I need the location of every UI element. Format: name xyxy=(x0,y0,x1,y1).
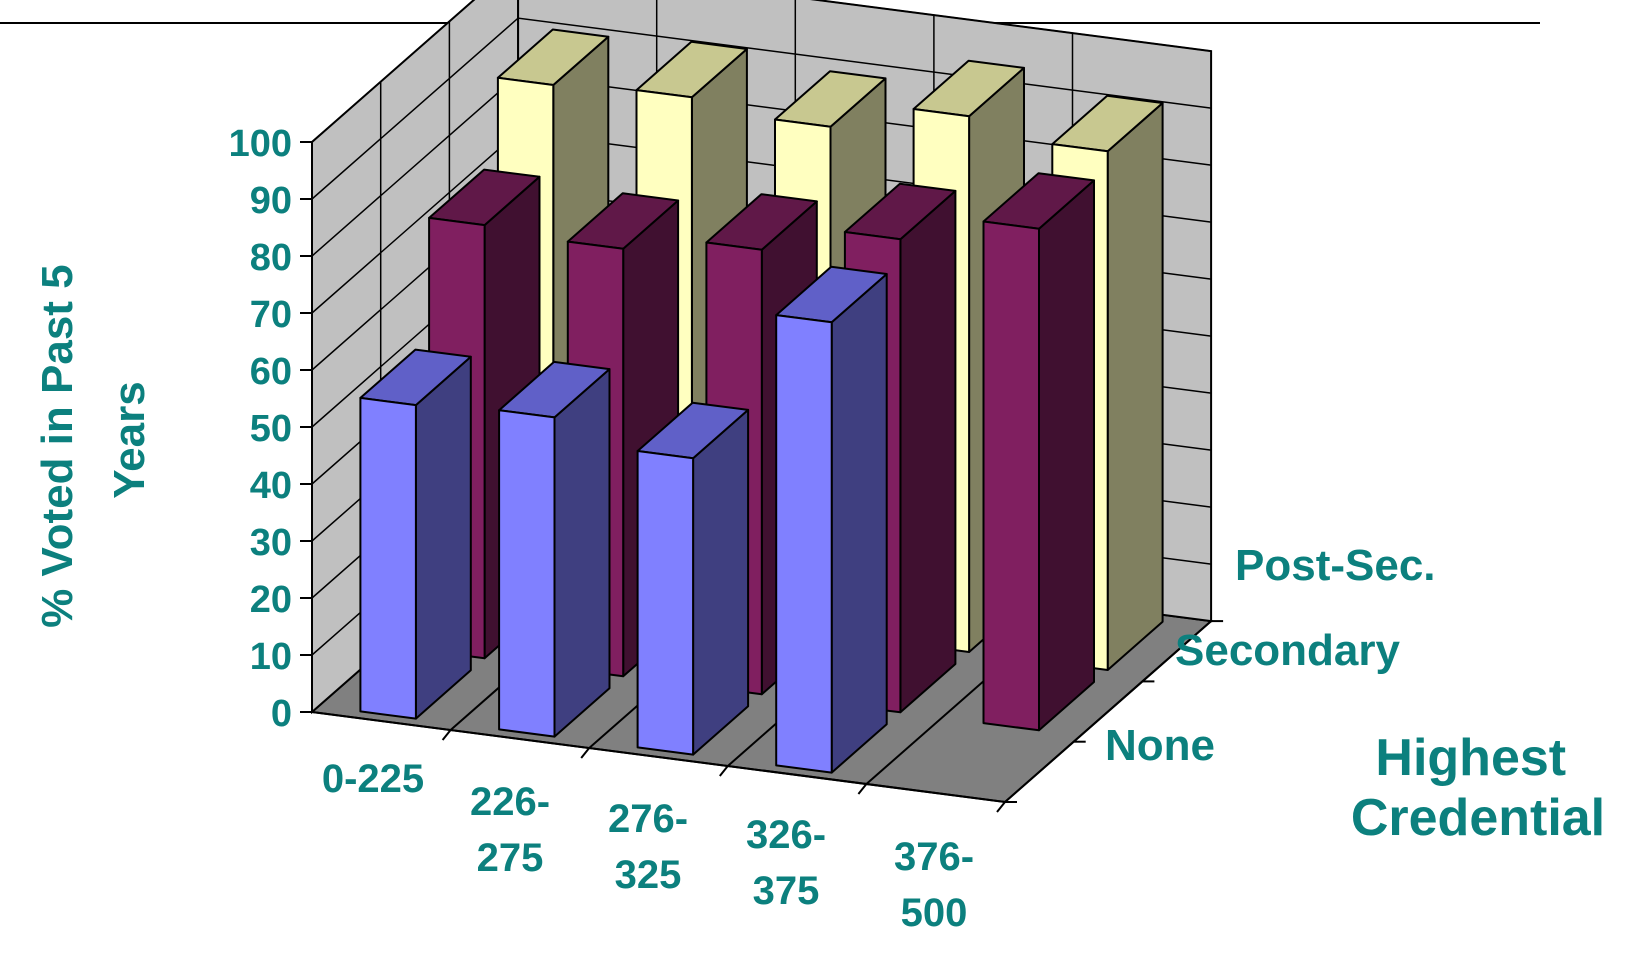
series-label: Post-Sec. xyxy=(1235,541,1436,590)
category-label-line: 376- xyxy=(894,835,974,879)
y-tick-label: 90 xyxy=(250,180,292,222)
z-axis-line xyxy=(1004,620,1212,803)
bar-none-2 xyxy=(498,360,611,738)
y-tick-label: 80 xyxy=(250,237,292,279)
series-label: Secondary xyxy=(1175,626,1401,675)
y-tick-label: 30 xyxy=(250,522,292,564)
category-label: 326- 375 xyxy=(746,813,826,913)
y-tick-label: 70 xyxy=(250,294,292,336)
y-tick-label: 100 xyxy=(229,123,292,165)
bar-none-3 xyxy=(636,401,750,756)
bar-side xyxy=(553,368,611,738)
category-label-line: 375 xyxy=(753,869,820,913)
bar-side xyxy=(1038,179,1095,732)
bar-none-1 xyxy=(359,348,472,720)
y-axis-label: % Voted in Past 5 Years xyxy=(33,252,154,628)
bar-side xyxy=(830,273,888,774)
bar-secondary-5 xyxy=(982,172,1095,732)
y-tick-label: 20 xyxy=(250,579,292,621)
axes xyxy=(300,141,1224,813)
category-label-line: 500 xyxy=(901,891,968,935)
category-label-line: 0-225 xyxy=(322,757,424,801)
y-tick-label: 60 xyxy=(250,351,292,393)
y-tick-label: 10 xyxy=(250,636,292,678)
z-axis-title-line-1: Highest xyxy=(1375,729,1566,787)
series-label: None xyxy=(1105,721,1215,770)
category-label-line: 325 xyxy=(615,853,682,897)
x-axis-line xyxy=(311,711,1006,803)
bar-side xyxy=(899,189,957,714)
x-tick-mark xyxy=(996,801,1006,813)
bar-front xyxy=(982,220,1040,732)
series-labels: None Secondary Post-Sec. xyxy=(1105,541,1436,770)
x-tick-mark xyxy=(719,765,729,777)
category-label: 276- 325 xyxy=(608,797,688,897)
bar-front xyxy=(775,314,833,774)
y-tick-label: 50 xyxy=(250,408,292,450)
x-tick-mark xyxy=(857,783,868,795)
category-label: 0-225 xyxy=(322,757,424,801)
z-axis-title: Highest Credential xyxy=(1351,729,1605,847)
bar-side xyxy=(692,408,750,756)
category-label-line: 275 xyxy=(477,836,544,880)
bar-front xyxy=(498,409,556,738)
y-axis-label-line-1: % Voted in Past 5 xyxy=(33,264,82,628)
z-axis-title-line-2: Credential xyxy=(1351,789,1605,847)
category-label-line: 276- xyxy=(608,797,688,841)
category-label: 226- 275 xyxy=(470,780,550,880)
bar-none-4 xyxy=(775,265,888,774)
x-tick-mark xyxy=(441,729,452,741)
bar-side xyxy=(414,355,472,720)
bar-front xyxy=(636,450,695,756)
y-axis-label-line-2: Years xyxy=(105,381,154,498)
bar-side xyxy=(1106,102,1164,671)
category-labels: 0-225 226- 275 276- 325 326- 375 376- 500 xyxy=(322,757,974,935)
y-tick-label: 0 xyxy=(271,693,292,735)
category-label: 376- 500 xyxy=(894,835,974,935)
bars xyxy=(359,28,1164,774)
category-label-line: 226- xyxy=(470,780,550,824)
y-tick-labels: 0 10 20 30 40 50 60 70 80 90 100 xyxy=(229,123,292,735)
bar-front xyxy=(359,396,417,720)
y-tick-label: 40 xyxy=(250,465,292,507)
category-label-line: 326- xyxy=(746,813,826,857)
x-tick-mark xyxy=(580,747,590,759)
